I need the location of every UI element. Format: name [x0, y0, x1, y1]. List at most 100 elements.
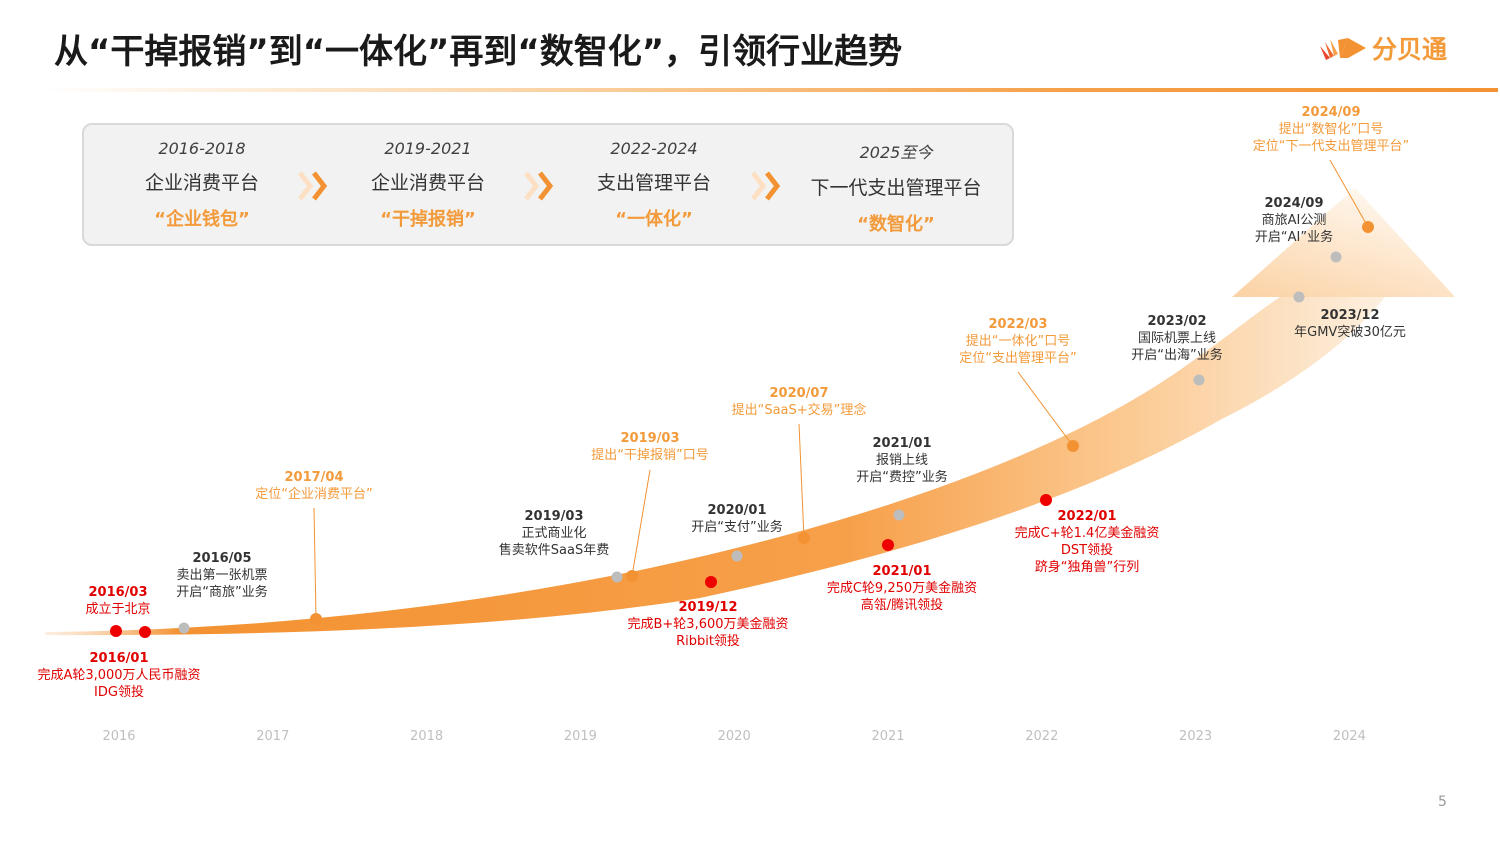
event-date: 2017/04	[284, 470, 344, 485]
phase-years: 2025至今	[859, 143, 933, 162]
event-text: 国际机票上线	[1137, 331, 1217, 346]
event-label-funding: 2021/01 完成C轮9,250万美金融资 高瓴/腾讯领投	[827, 563, 977, 614]
phase-1: 2016-2018 企业消费平台 “企业钱包”	[102, 125, 302, 231]
event-dot-milestone	[731, 550, 743, 562]
event-label-milestone: 2021/01 报销上线 开启“费控”业务	[856, 435, 947, 486]
event-text: 售卖软件SaaS年费	[498, 543, 610, 558]
event-text: 完成A轮3,000万人民币融资	[37, 668, 201, 683]
event-text: 开启“出海”业务	[1131, 348, 1223, 363]
logo: 分贝通	[1318, 30, 1447, 66]
event-text: 开启“商旅”业务	[176, 585, 268, 600]
phase-years: 2016-2018	[158, 139, 246, 158]
year-label: 2017	[256, 729, 290, 744]
phase-name: 企业消费平台	[370, 172, 485, 194]
event-text: 年GMV突破30亿元	[1294, 325, 1406, 340]
event-dot-positioning	[310, 613, 322, 625]
event-label-funding: 2016/03 成立于北京	[85, 584, 150, 618]
event-date: 2016/01	[89, 651, 149, 666]
leader-line	[1017, 371, 1074, 447]
event-text: 高瓴/腾讯领投	[860, 598, 944, 613]
fenbeitong-logo-icon	[1320, 38, 1366, 60]
phase-years: 2019-2021	[384, 139, 472, 158]
event-dots	[110, 221, 1374, 638]
event-label-positioning: 2024/09 提出“数智化”口号 定位“下一代支出管理平台”	[1253, 104, 1409, 155]
event-label-milestone: 2019/03 正式商业化售卖软件SaaS年费	[499, 508, 609, 559]
event-text: 完成C+轮1.4亿美金融资	[1014, 526, 1160, 541]
event-text: 定位“企业消费平台”	[255, 487, 373, 502]
year-label: 2024	[1332, 729, 1366, 744]
event-text: 正式商业化	[521, 526, 587, 541]
event-dot-funding	[705, 576, 717, 588]
event-label-funding: 2022/01 完成C+轮1.4亿美金融资 DST领投跻身“独角兽”行列	[1015, 508, 1160, 576]
event-dot-funding	[1040, 494, 1052, 506]
event-text: 开启“AI”业务	[1254, 230, 1334, 245]
chevron-right-icon	[751, 171, 781, 201]
event-date: 2021/01	[872, 436, 932, 451]
event-text: 提出“一体化”口号	[965, 334, 1071, 349]
phase-years: 2022-2024	[610, 139, 698, 158]
phase-2: 2019-2021 企业消费平台 “干掉报销”	[328, 125, 528, 231]
event-dot-milestone	[1330, 251, 1342, 263]
event-dot-positioning	[1067, 440, 1079, 452]
chevron-right-icon	[524, 171, 554, 201]
event-text: 提出“SaaS+交易”理念	[731, 403, 867, 418]
event-label-funding: 2019/12 完成B+轮3,600万美金融资 Ribbit领投	[627, 599, 788, 650]
event-label-positioning: 2020/07 提出“SaaS+交易”理念	[732, 385, 867, 419]
event-text: 成立于北京	[85, 602, 151, 617]
leader-lines	[313, 159, 1369, 620]
event-text: 商旅AI公测	[1261, 213, 1327, 228]
leader-line	[1329, 159, 1369, 228]
phase-tag: “一体化”	[615, 209, 693, 230]
event-date: 2024/09	[1301, 105, 1361, 120]
phase-tag: “企业钱包”	[154, 209, 250, 230]
event-dot-funding	[882, 539, 894, 551]
event-dot-milestone	[611, 571, 623, 583]
event-dot-milestone	[893, 509, 905, 521]
event-text: 定位“下一代支出管理平台”	[1252, 139, 1410, 154]
event-date: 2019/03	[524, 509, 584, 524]
phase-name: 下一代支出管理平台	[810, 177, 982, 199]
page-title: 从“干掉报销”到“一体化”再到“数智化”，引领行业趋势	[54, 32, 903, 72]
year-label: 2022	[1025, 729, 1059, 744]
event-date: 2022/01	[1057, 509, 1117, 524]
event-date: 2020/01	[707, 503, 767, 518]
event-text: 完成C轮9,250万美金融资	[826, 581, 978, 596]
year-label: 2019	[563, 729, 597, 744]
leader-line	[631, 469, 651, 577]
event-date: 2023/12	[1320, 308, 1380, 323]
phase-tag: “数智化”	[857, 214, 935, 235]
event-dot-positioning	[626, 570, 638, 582]
phase-panel: 2016-2018 企业消费平台 “企业钱包” 2019-2021 企业消费平台…	[82, 123, 1014, 246]
event-dot-milestone	[178, 622, 190, 634]
event-dot-positioning	[798, 532, 810, 544]
event-date: 2019/12	[678, 600, 738, 615]
year-label: 2016	[102, 729, 136, 744]
event-text: 提出“干掉报销”口号	[591, 448, 709, 463]
event-dot-funding	[139, 626, 151, 638]
event-date: 2019/03	[620, 431, 680, 446]
chevron-right-icon	[298, 171, 328, 201]
event-label-positioning: 2022/03 提出“一体化”口号 定位“支出管理平台”	[959, 316, 1076, 367]
event-label-milestone: 2016/05 卖出第一张机票 开启“商旅”业务	[176, 550, 267, 601]
event-dot-milestone	[1293, 291, 1305, 303]
arrow-head	[1232, 188, 1455, 297]
event-label-milestone: 2024/09 商旅AI公测 开启“AI”业务	[1255, 195, 1333, 246]
event-text: DST领投	[1060, 543, 1114, 558]
event-label-milestone: 2023/12 年GMV突破30亿元	[1294, 307, 1406, 341]
event-text: IDG领投	[94, 685, 144, 700]
event-date: 2021/01	[872, 564, 932, 579]
year-label: 2021	[871, 729, 905, 744]
leader-line	[313, 507, 317, 620]
event-label-milestone: 2020/01 开启“支付”业务	[691, 502, 782, 536]
event-text: Ribbit领投	[676, 634, 740, 649]
event-text: 跻身“独角兽”行列	[1034, 560, 1140, 575]
event-text: 完成B+轮3,600万美金融资	[627, 617, 789, 632]
phase-tag: “干掉报销”	[380, 209, 476, 230]
event-text: 开启“费控”业务	[856, 470, 948, 485]
event-date: 2022/03	[988, 317, 1048, 332]
phase-name: 企业消费平台	[144, 172, 259, 194]
year-label: 2020	[717, 729, 751, 744]
event-label-funding: 2016/01 完成A轮3,000万人民币融资 IDG领投	[37, 650, 200, 701]
year-label: 2018	[410, 729, 444, 744]
